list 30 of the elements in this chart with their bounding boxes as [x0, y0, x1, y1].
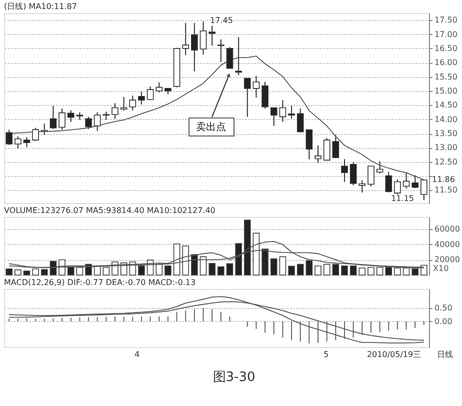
chart-title: MACD(12,26,9) DIF:-0.77 DEA:-0.70 MACD:-0.13 [4, 278, 196, 287]
text: 日线 [437, 350, 453, 359]
annotation: 17.45 [210, 16, 233, 25]
annotation: 11.15 [391, 194, 414, 203]
y-tick-label: 11.50 [434, 186, 458, 195]
caption: 图3-30 [212, 370, 256, 385]
y-tick-label: 60000 [434, 224, 460, 234]
y-tick-label: 20000 [434, 255, 460, 264]
y-tick-label: 13.50 [434, 129, 458, 138]
y-tick-label: 15.50 [434, 72, 458, 82]
y-tick-label: 0.00 [434, 316, 452, 326]
y-tick-label: 16.00 [434, 58, 458, 68]
y-tick-label: 15.00 [434, 86, 458, 96]
text: 2010/05/19三 [366, 350, 422, 359]
y-tick-label: 17.00 [434, 30, 458, 39]
y-tick-label: 17.50 [434, 16, 458, 25]
y-tick-label: 16.50 [434, 44, 458, 53]
text: 5 [323, 350, 329, 359]
y-tick-label: 13.00 [434, 143, 458, 152]
text: X10 [433, 264, 449, 273]
y-tick-label: 14.50 [434, 100, 458, 110]
annotation: 卖出点 [196, 121, 226, 133]
y-tick-label: 40000 [434, 240, 460, 249]
y-tick-label: 12.50 [434, 157, 458, 166]
y-tick-label: 14.00 [434, 114, 458, 124]
chart-title: (日线) MA10:11.87 [4, 2, 77, 11]
text: 11.86 [432, 175, 455, 184]
y-tick-label: 0.50 [434, 303, 452, 312]
chart-title: VOLUME:123276.07 MA5:93814.40 MA10:102127.40 [4, 206, 216, 215]
text: 4 [134, 350, 140, 359]
